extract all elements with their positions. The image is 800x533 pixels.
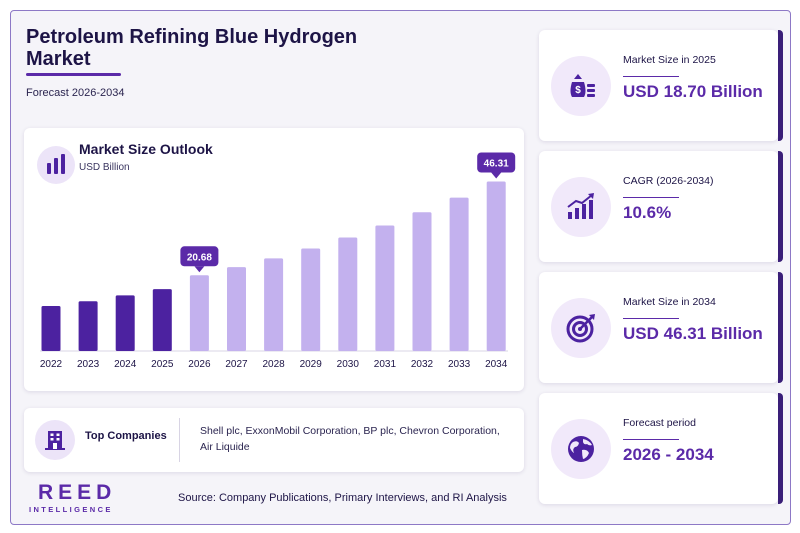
stat-label: Forecast period [623,417,696,429]
stat-label: CAGR (2026-2034) [623,175,714,187]
bar-2034 [486,181,506,351]
x-tick-label: 2034 [485,359,508,370]
stat-card-forecast-period: Forecast period 2026 - 2034 [539,393,783,504]
growth-chart-icon [551,177,611,237]
x-tick-label: 2023 [77,359,100,370]
stat-value: USD 18.70 Billion [623,82,763,101]
stat-card-cagr: CAGR (2026-2034) 10.6% [539,151,783,262]
data-label: 46.31 [484,159,509,170]
stat-rule [623,76,679,77]
logo-wordmark: REED [38,481,117,504]
top-companies-label: Top Companies [85,430,167,442]
bar-2031 [375,225,395,351]
chart-unit: USD Billion [79,162,130,173]
data-label: 20.68 [187,252,212,263]
bar-2023 [78,301,98,351]
stat-label: Market Size in 2025 [623,54,716,66]
stat-card-market-size-2034: Market Size in 2034 USD 46.31 Billion [539,272,783,383]
page-subtitle: Forecast 2026-2034 [26,87,125,99]
bar-chart: 2022 2023 2024 2025 2026 2027 2028 2029 2030 2031… [40,152,516,370]
stat-rule [623,197,679,198]
callout-bubble [180,246,219,267]
svg-text:$: $ [575,85,581,96]
x-tick-label: 2025 [151,359,174,370]
logo-tagline: INTELLIGENCE [29,505,113,514]
x-tick-label: 2027 [225,359,248,370]
chart-card: Market Size Outlook USD Billion 2022 2023… [24,128,524,391]
callout-bubble [477,152,516,173]
title-underline [26,73,121,76]
callout-pointer [194,266,205,273]
bar-chart-icon [37,146,75,184]
bar-2027 [227,267,246,351]
stat-value: USD 46.31 Billion [623,324,763,343]
bar-2025 [152,289,172,351]
x-tick-label: 2032 [411,359,434,370]
bar-2024 [115,295,135,351]
x-tick-label: 2026 [188,359,211,370]
x-tick-label: 2022 [40,359,63,370]
divider [179,418,180,462]
x-tick-label: 2031 [374,359,397,370]
stat-card-market-size-2025: $ Market Size in 2025 USD 18.70 Billion [539,30,783,141]
building-icon [35,420,75,460]
bar-2030 [338,237,358,351]
money-bag-icon: $ [551,56,611,116]
stat-value: 10.6% [623,203,672,222]
x-tick-label: 2028 [262,359,285,370]
bar-2022 [41,305,61,351]
bar-2033 [449,197,469,351]
bar-2029 [301,248,321,351]
target-icon [551,298,611,358]
top-companies-card: Top Companies Shell plc, ExxonMobil Corp… [24,408,524,472]
bar-2026 [189,275,209,351]
globe-icon [551,419,611,479]
chart-title: Market Size Outlook [79,141,213,157]
x-tick-label: 2030 [337,359,360,370]
page-title: Petroleum Refining Blue Hydrogen Market [26,26,358,70]
stat-rule [623,318,679,319]
source-note: Source: Company Publications, Primary In… [178,492,507,504]
stat-value: 2026 - 2034 [623,445,714,464]
stat-label: Market Size in 2034 [623,296,716,308]
stat-rule [623,439,679,440]
x-tick-label: 2029 [300,359,323,370]
x-tick-label: 2033 [448,359,471,370]
x-tick-label: 2024 [114,359,137,370]
callout-pointer [491,172,502,179]
top-companies-list: Shell plc, ExxonMobil Corporation, BP pl… [200,425,500,453]
bar-2032 [412,212,432,351]
bar-2028 [264,258,284,351]
